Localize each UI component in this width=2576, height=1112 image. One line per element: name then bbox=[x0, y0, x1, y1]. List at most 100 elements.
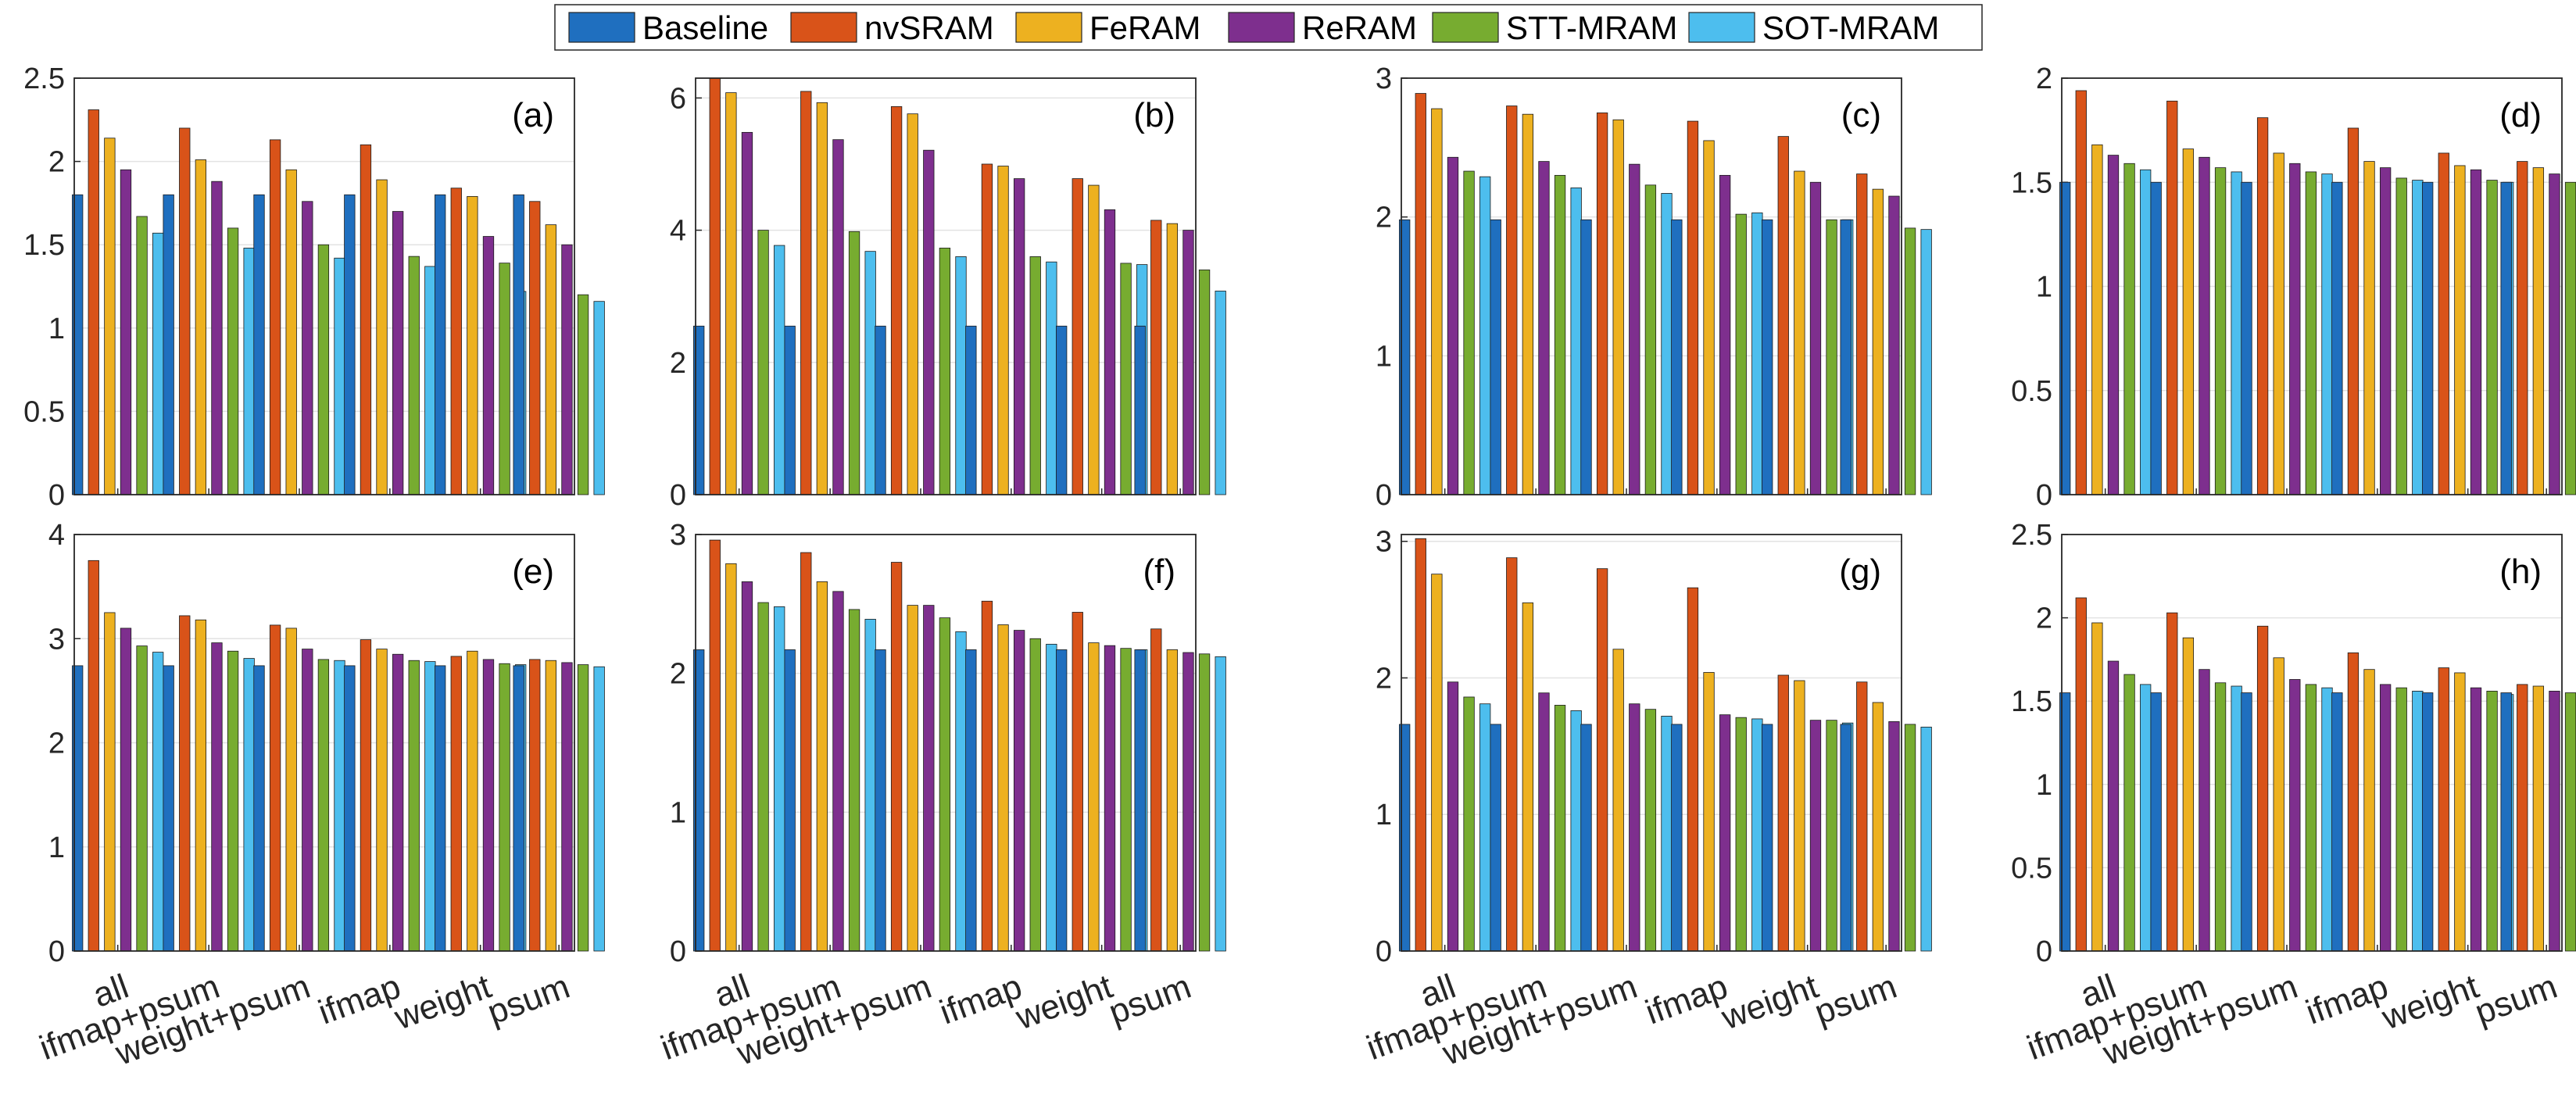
y-tick-label: 4 bbox=[48, 519, 65, 552]
bar bbox=[435, 665, 446, 952]
y-tick-label: 1 bbox=[2036, 769, 2052, 802]
bar bbox=[1415, 538, 1426, 952]
bar bbox=[1888, 721, 1900, 952]
y-tick-label: 0 bbox=[670, 935, 686, 968]
bar bbox=[1904, 227, 1916, 495]
y-tick-label: 0 bbox=[2036, 935, 2052, 968]
bar bbox=[2564, 692, 2576, 952]
legend-label: nvSRAM bbox=[864, 9, 994, 46]
bar bbox=[1920, 229, 1932, 495]
y-tick-label: 2.5 bbox=[23, 63, 65, 95]
bar bbox=[1046, 261, 1057, 495]
bar bbox=[2321, 687, 2333, 952]
bar bbox=[2091, 622, 2103, 952]
bar bbox=[424, 661, 436, 952]
bar bbox=[163, 665, 174, 952]
y-tick-label: 2 bbox=[670, 658, 686, 691]
bar bbox=[965, 649, 977, 952]
bar bbox=[344, 665, 356, 952]
bar bbox=[939, 617, 951, 952]
bar bbox=[88, 560, 99, 952]
y-tick-label: 0 bbox=[2036, 479, 2052, 512]
bar bbox=[2241, 181, 2252, 495]
bar bbox=[1056, 649, 1068, 952]
bar bbox=[104, 612, 116, 952]
bar bbox=[1072, 178, 1083, 495]
legend-item: STT-MRAM bbox=[1432, 9, 1677, 46]
bar bbox=[211, 642, 223, 952]
bar bbox=[774, 606, 785, 952]
bar bbox=[1794, 170, 1805, 495]
bar bbox=[1904, 724, 1916, 952]
bar bbox=[2107, 660, 2120, 952]
bar bbox=[302, 201, 313, 495]
x-tick-label: ifmap bbox=[313, 967, 406, 1032]
bar bbox=[2140, 684, 2152, 952]
bar bbox=[1920, 727, 1932, 952]
x-tick-label: ifmap bbox=[1640, 967, 1733, 1032]
bar bbox=[2486, 691, 2498, 952]
bar bbox=[467, 195, 478, 495]
x-tick-label: psum bbox=[2470, 967, 2562, 1032]
y-tick-label: 3 bbox=[670, 519, 686, 552]
bar bbox=[800, 552, 812, 952]
bar bbox=[2379, 167, 2392, 495]
bar bbox=[1809, 720, 1822, 952]
legend-swatch bbox=[1432, 12, 1499, 43]
bar bbox=[285, 169, 297, 495]
bar bbox=[816, 102, 828, 495]
bar bbox=[120, 628, 132, 952]
x-tick-label: psum bbox=[1104, 967, 1196, 1032]
bar bbox=[923, 149, 935, 495]
bar bbox=[2231, 685, 2242, 952]
bar bbox=[1215, 291, 1226, 495]
bar bbox=[1506, 105, 1518, 495]
legend-swatch bbox=[790, 12, 857, 43]
legend-label: ReRAM bbox=[1302, 9, 1417, 46]
bar bbox=[2231, 171, 2242, 495]
panel-label: (h) bbox=[2499, 552, 2542, 591]
bar bbox=[1762, 724, 1773, 952]
bar bbox=[482, 659, 495, 952]
bar bbox=[2075, 597, 2087, 952]
bar bbox=[408, 660, 420, 952]
bar bbox=[848, 609, 860, 952]
x-tick-label: psum bbox=[1809, 967, 1902, 1032]
y-tick-label: 1.5 bbox=[2011, 166, 2052, 199]
bar bbox=[152, 232, 164, 495]
bar bbox=[709, 77, 721, 495]
bar bbox=[1735, 213, 1747, 495]
bar bbox=[1120, 263, 1132, 495]
bar bbox=[1703, 672, 1715, 952]
y-tick-label: 2 bbox=[1376, 662, 1392, 695]
bar bbox=[2412, 180, 2424, 495]
y-tick-label: 3 bbox=[48, 623, 65, 656]
axes-box bbox=[695, 534, 1197, 952]
bar bbox=[757, 602, 769, 952]
axes-box bbox=[695, 77, 1197, 495]
bar bbox=[965, 325, 977, 495]
legend-item: nvSRAM bbox=[790, 9, 994, 46]
y-tick-label: 0.5 bbox=[2011, 375, 2052, 408]
y-tick-label: 2 bbox=[48, 146, 65, 179]
y-tick-label: 0 bbox=[1376, 935, 1392, 968]
bar bbox=[2379, 684, 2392, 952]
bar bbox=[136, 645, 148, 952]
legend-label: STT-MRAM bbox=[1506, 9, 1677, 46]
bar bbox=[1046, 643, 1057, 952]
bar bbox=[784, 649, 796, 952]
bar bbox=[907, 605, 918, 952]
bar bbox=[2273, 657, 2284, 952]
bar bbox=[499, 663, 510, 952]
y-tick-label: 1.5 bbox=[2011, 685, 2052, 718]
bar bbox=[1580, 219, 1592, 495]
axes-box bbox=[1401, 534, 1902, 952]
legend-swatch bbox=[1688, 12, 1755, 43]
bar bbox=[741, 581, 753, 952]
chart-panel: 0 1 2 3 (c) bbox=[1376, 63, 1932, 512]
bar bbox=[907, 113, 918, 495]
panel-label: (g) bbox=[1839, 552, 1881, 591]
bar bbox=[1463, 696, 1475, 952]
bar bbox=[1719, 174, 1731, 495]
bar bbox=[848, 231, 860, 495]
